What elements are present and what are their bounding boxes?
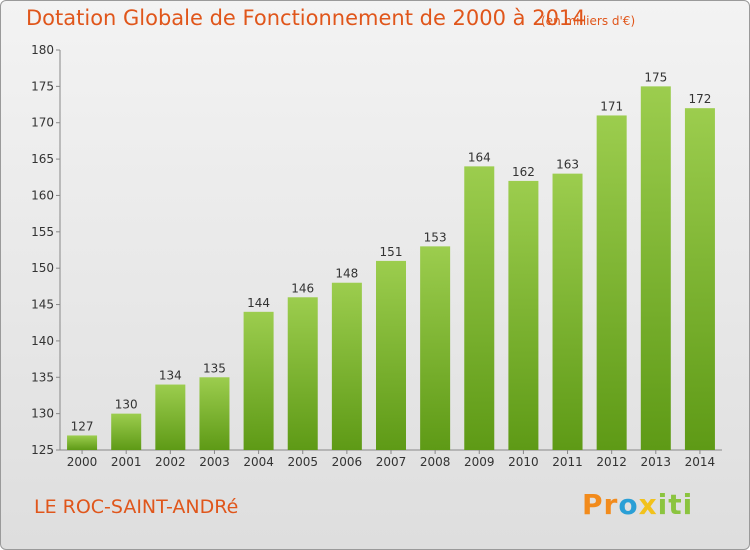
x-tick-label: 2001 [111, 455, 142, 469]
chart-subtitle: (en milliers d'€) [541, 14, 636, 28]
bar [155, 384, 186, 450]
x-tick-label: 2000 [67, 455, 98, 469]
logo-part: o [618, 488, 639, 521]
data-label: 164 [468, 150, 491, 164]
x-tick-label: 2010 [508, 455, 539, 469]
data-label: 134 [159, 369, 182, 383]
y-tick-label: 135 [31, 370, 54, 384]
bar [508, 180, 539, 450]
data-label: 127 [71, 419, 94, 433]
bar [243, 311, 274, 450]
y-tick-label: 175 [31, 79, 54, 93]
logo-part: Pr [582, 488, 619, 521]
bar [67, 435, 98, 450]
y-tick-label: 125 [31, 443, 54, 457]
x-tick-label: 2012 [596, 455, 627, 469]
bar [684, 108, 715, 450]
y-tick-label: 155 [31, 225, 54, 239]
y-tick-label: 150 [31, 261, 54, 275]
x-tick-label: 2008 [420, 455, 451, 469]
data-label: 171 [600, 99, 623, 113]
commune-name: LE ROC-SAINT-ANDRé [34, 496, 239, 518]
x-tick-label: 2014 [685, 455, 716, 469]
y-tick-label: 130 [31, 407, 54, 421]
y-tick-label: 180 [31, 43, 54, 57]
data-label: 144 [247, 296, 270, 310]
y-tick-label: 160 [31, 188, 54, 202]
bar [420, 246, 451, 450]
data-label: 130 [115, 398, 138, 412]
x-tick-label: 2013 [641, 455, 672, 469]
bar [331, 282, 362, 450]
x-tick-label: 2005 [287, 455, 318, 469]
logo-part: iti [657, 488, 694, 521]
x-tick-label: 2009 [464, 455, 495, 469]
bar [640, 86, 671, 450]
y-tick-label: 165 [31, 152, 54, 166]
chart-title: Dotation Globale de Fonctionnement de 20… [26, 6, 586, 30]
x-tick-label: 2007 [376, 455, 407, 469]
data-label: 146 [291, 281, 314, 295]
bar [287, 297, 318, 450]
bar [199, 377, 230, 450]
bar [596, 115, 627, 451]
data-label: 151 [380, 245, 403, 259]
x-tick-label: 2004 [243, 455, 274, 469]
x-tick-label: 2002 [155, 455, 186, 469]
bar [111, 413, 142, 450]
data-label: 172 [688, 92, 711, 106]
data-label: 153 [424, 230, 447, 244]
data-label: 175 [644, 70, 667, 84]
bar [552, 173, 583, 451]
chart-labels: 127 130 134 135 144 146 148 151 153 164 162 163 171 1… [71, 70, 712, 433]
bar [376, 260, 406, 450]
x-tick-label: 2003 [199, 455, 230, 469]
bar [464, 166, 495, 450]
logo-part: x [638, 488, 658, 521]
data-label: 163 [556, 158, 579, 172]
x-tick-label: 2006 [332, 455, 363, 469]
chart-bars [67, 86, 715, 451]
data-label: 148 [335, 267, 358, 281]
y-tick-label: 140 [31, 334, 54, 348]
data-label: 162 [512, 165, 535, 179]
data-label: 135 [203, 361, 226, 375]
y-tick-label: 170 [31, 116, 54, 130]
y-tick-label: 145 [31, 298, 54, 312]
proxiti-logo: Proxiti [582, 488, 693, 521]
x-tick-label: 2011 [552, 455, 583, 469]
